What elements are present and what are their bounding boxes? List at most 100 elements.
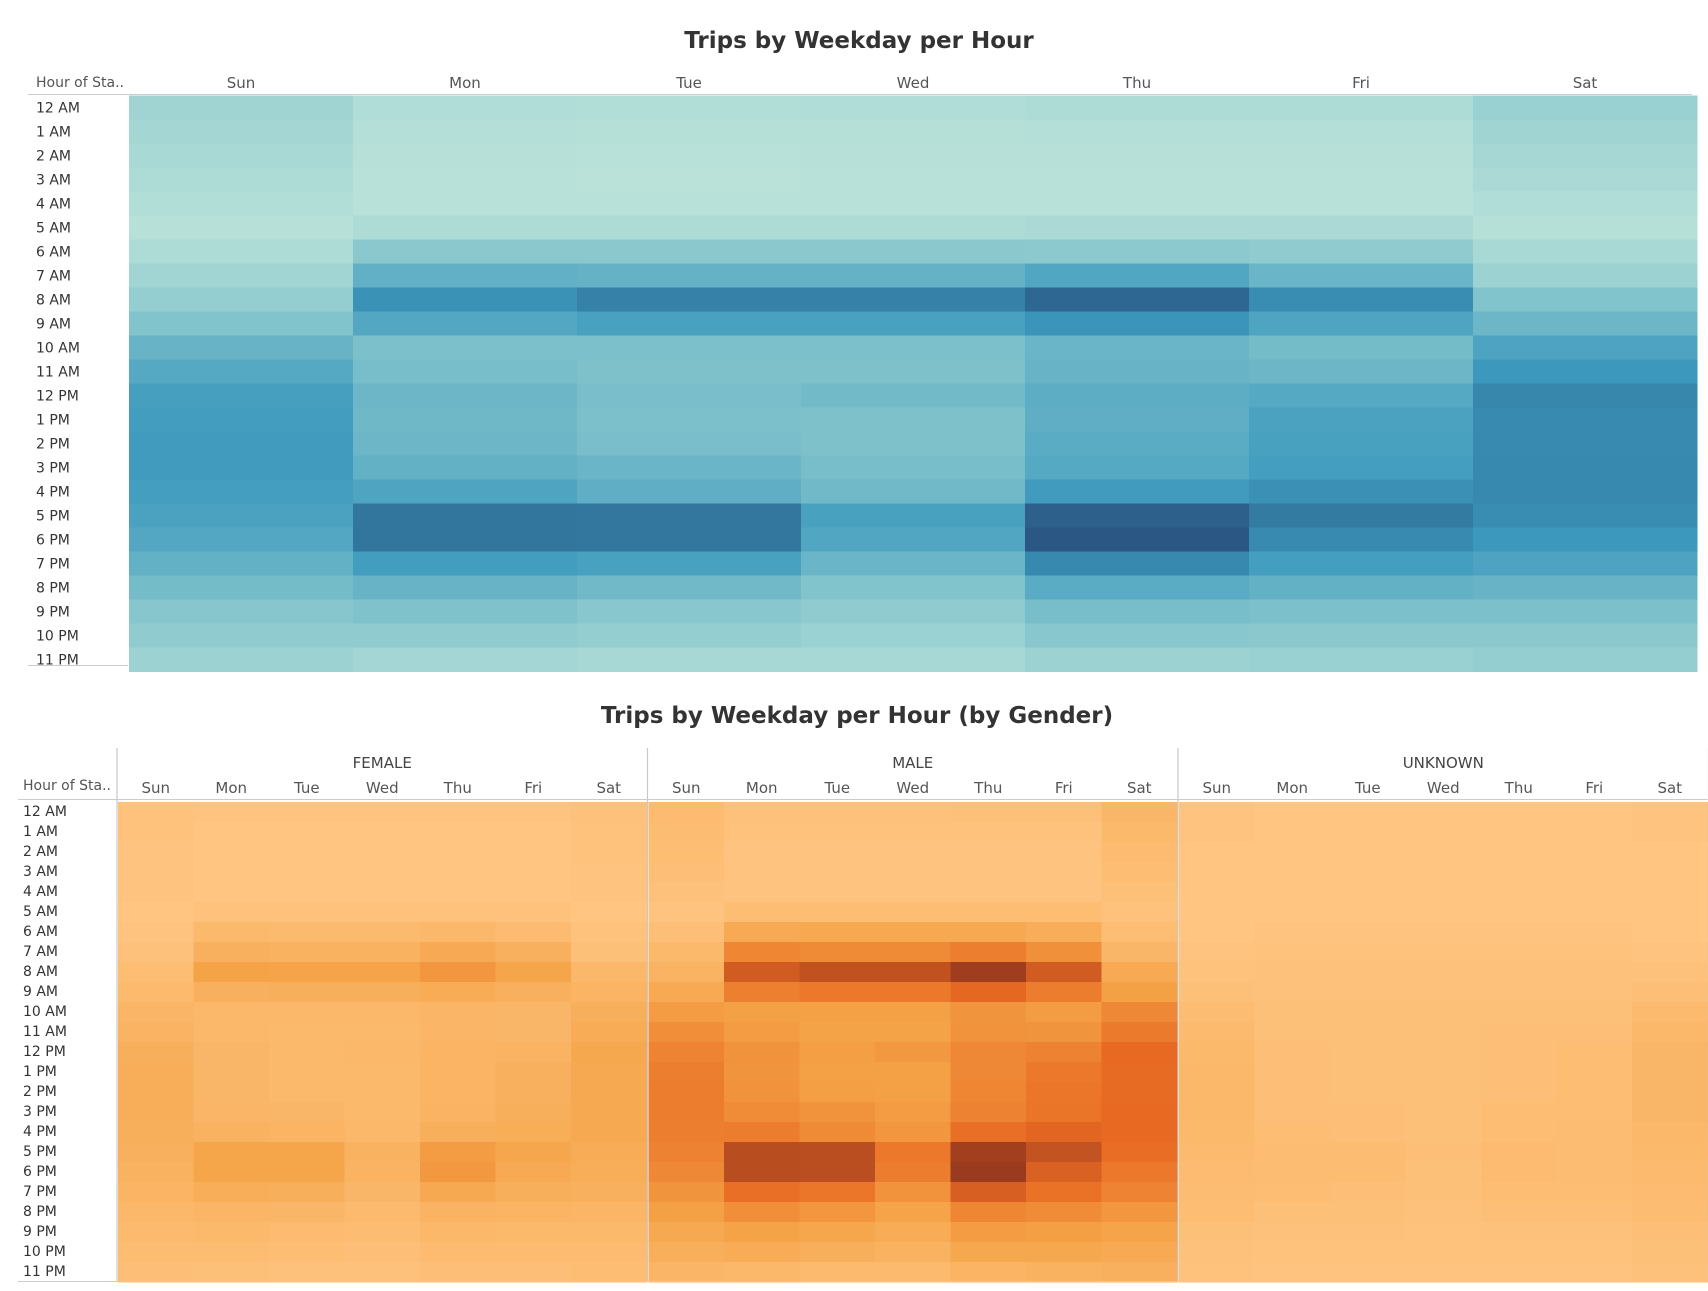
chart2-cell xyxy=(799,1022,876,1043)
chart2-cell xyxy=(495,842,572,863)
chart2-cell xyxy=(1405,1042,1482,1063)
chart2-cell xyxy=(1179,882,1255,903)
chart1-cell xyxy=(353,95,578,120)
chart2-cell xyxy=(1556,1162,1633,1183)
chart2-cell xyxy=(1481,822,1557,843)
chart2-cell xyxy=(193,1122,270,1143)
chart1-cell xyxy=(577,95,802,120)
chart2-cell xyxy=(495,1122,572,1143)
chart1-cell xyxy=(1249,431,1474,456)
chart2-cell xyxy=(118,962,194,983)
chart2-cell xyxy=(1330,1042,1406,1063)
chart2-cell xyxy=(1254,1242,1331,1263)
chart1-cell xyxy=(1025,311,1250,336)
chart2-cell xyxy=(875,1262,951,1283)
chart2-cell xyxy=(1481,942,1557,963)
chart2-cell xyxy=(1026,862,1102,883)
chart1-row-label: 4 AM xyxy=(36,197,71,213)
chart1-cell xyxy=(1473,479,1698,504)
chart2-cell xyxy=(1179,1122,1255,1143)
chart1-cell xyxy=(801,599,1026,624)
chart2-cell xyxy=(1632,1022,1708,1043)
chart2-cell xyxy=(648,1082,725,1103)
chart2-cell xyxy=(1101,1222,1178,1243)
chart2-cell xyxy=(799,1062,876,1083)
chart1-cell xyxy=(801,383,1026,408)
chart2-cell xyxy=(269,942,345,963)
chart2-cell xyxy=(420,902,496,923)
chart2-col-sat: Sat xyxy=(1657,779,1682,797)
chart2-cell xyxy=(344,822,421,843)
chart2-cell xyxy=(1179,1042,1255,1063)
chart2-cell xyxy=(724,1042,800,1063)
chart1-cell xyxy=(129,479,354,504)
chart2-cell xyxy=(1556,902,1633,923)
chart2-col-tue: Tue xyxy=(293,779,320,797)
chart2-cell xyxy=(724,1222,800,1243)
chart2-cell xyxy=(118,1022,194,1043)
chart2-cell xyxy=(1101,802,1178,823)
chart2-cell xyxy=(1481,1062,1557,1083)
chart1-cell xyxy=(1025,383,1250,408)
chart1-col-sun: Sun xyxy=(227,74,256,92)
chart2-cell xyxy=(571,882,647,903)
chart2-cell xyxy=(1101,962,1178,983)
chart2-cell xyxy=(118,802,194,823)
chart2-row-label: 6 AM xyxy=(23,924,58,940)
chart2-cell xyxy=(1179,1002,1255,1023)
chart1-cell xyxy=(1473,239,1698,264)
chart2-cell xyxy=(420,1002,496,1023)
chart2-cell xyxy=(1254,1222,1331,1243)
chart2-cell xyxy=(875,962,951,983)
chart2-cell xyxy=(1481,982,1557,1003)
chart1-cell xyxy=(1025,647,1250,672)
chart2-cell xyxy=(420,1162,496,1183)
chart1-cell xyxy=(353,527,578,552)
chart2-cell xyxy=(1405,902,1482,923)
chart1-cell xyxy=(1473,599,1698,624)
chart2-cell xyxy=(648,862,725,883)
chart2-cell xyxy=(1330,842,1406,863)
chart2-cell xyxy=(269,962,345,983)
chart2-cell xyxy=(724,1102,800,1123)
chart2-cell xyxy=(269,1122,345,1143)
chart1-cell xyxy=(1473,215,1698,240)
chart1-row-label: 8 PM xyxy=(36,581,70,597)
chart2-cell xyxy=(1556,882,1633,903)
chart2-cell xyxy=(1481,1262,1557,1283)
chart2-cell xyxy=(118,1162,194,1183)
chart2-cell xyxy=(344,842,421,863)
chart2-cell xyxy=(875,1062,951,1083)
chart2-cell xyxy=(648,942,725,963)
chart1-cell xyxy=(353,143,578,168)
chart2-cell xyxy=(420,962,496,983)
chart2-cell xyxy=(1330,1242,1406,1263)
chart2-cell xyxy=(495,1002,572,1023)
chart1-cell xyxy=(353,167,578,192)
chart2-cell xyxy=(420,862,496,883)
chart2-cell xyxy=(420,802,496,823)
chart1-cell xyxy=(801,167,1026,192)
chart2-cell xyxy=(724,1062,800,1083)
chart2-cell xyxy=(724,862,800,883)
chart1-cell xyxy=(353,407,578,432)
chart1-cell xyxy=(801,431,1026,456)
chart2-cell xyxy=(1254,882,1331,903)
chart1-row-label: 8 AM xyxy=(36,293,71,309)
chart1-row-label: 5 AM xyxy=(36,221,71,237)
chart1-cell xyxy=(353,575,578,600)
chart2-cell xyxy=(344,1162,421,1183)
chart2-cell xyxy=(875,1122,951,1143)
chart2-cell xyxy=(1179,1102,1255,1123)
chart2-cell xyxy=(1330,1222,1406,1243)
chart2-cell xyxy=(1026,1262,1102,1283)
chart1-cell xyxy=(1473,575,1698,600)
chart2-cell xyxy=(193,902,270,923)
chart2-cell xyxy=(875,1242,951,1263)
chart2-cell xyxy=(269,1042,345,1063)
chart2-cell xyxy=(1556,1082,1633,1103)
chart2-cell xyxy=(1254,1262,1331,1283)
chart2-cell xyxy=(495,922,572,943)
chart2-cell xyxy=(1026,822,1102,843)
